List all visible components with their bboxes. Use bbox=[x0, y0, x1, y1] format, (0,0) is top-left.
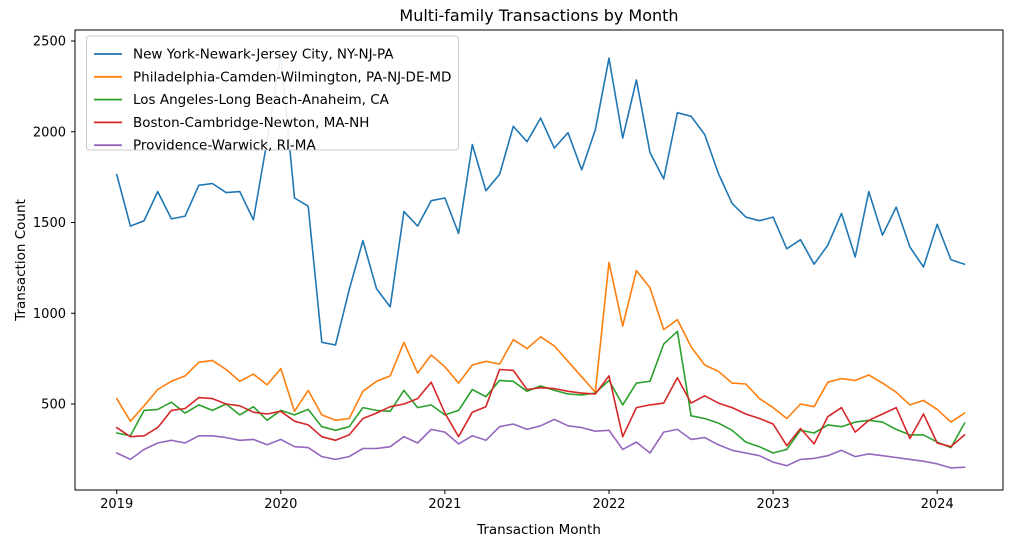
series-lines bbox=[115, 52, 966, 469]
x-axis-label: Transaction Month bbox=[476, 522, 601, 538]
x-tick-label: 2022 bbox=[592, 497, 625, 512]
legend-entry-label: Los Angeles-Long Beach-Anaheim, CA bbox=[133, 92, 390, 108]
series-line-0 bbox=[115, 52, 966, 346]
legend-entry-label: Philadelphia-Camden-Wilmington, PA-NJ-DE… bbox=[133, 69, 451, 85]
legend-entry: Providence-Warwick, RI-MA bbox=[94, 138, 316, 154]
series-line-3 bbox=[115, 368, 966, 448]
legend-entry-label: Boston-Cambridge-Newton, MA-NH bbox=[133, 115, 369, 131]
y-tick-label: 2000 bbox=[33, 125, 66, 140]
legend-entry-label: New York-Newark-Jersey City, NY-NJ-PA bbox=[133, 47, 394, 63]
x-tick-label: 2021 bbox=[428, 497, 461, 512]
y-tick-label: 1500 bbox=[33, 216, 66, 231]
legend-entry-label: Providence-Warwick, RI-MA bbox=[133, 138, 316, 154]
legend-entry: Los Angeles-Long Beach-Anaheim, CA bbox=[94, 92, 390, 108]
legend: New York-Newark-Jersey City, NY-NJ-PA Phi… bbox=[86, 35, 459, 154]
y-tick-label: 1000 bbox=[33, 307, 66, 322]
series-line-2 bbox=[115, 330, 966, 454]
y-tick-label: 500 bbox=[41, 398, 66, 413]
x-tick-label: 2020 bbox=[264, 497, 297, 512]
series-line-4 bbox=[115, 418, 966, 469]
legend-entry: Philadelphia-Camden-Wilmington, PA-NJ-DE… bbox=[94, 69, 451, 85]
y-axis-label: Transaction Count bbox=[13, 199, 29, 322]
x-tick-label: 2024 bbox=[921, 497, 954, 512]
x-tick-label: 2019 bbox=[100, 497, 133, 512]
series-line-1 bbox=[115, 261, 966, 423]
legend-box bbox=[86, 35, 459, 151]
chart-title: Multi-family Transactions by Month bbox=[399, 6, 678, 25]
axis-ticks: 2019 2020 2021 2022 2023 2024 500 1000 1500 2000 2… bbox=[33, 35, 954, 513]
x-tick-label: 2023 bbox=[757, 497, 790, 512]
legend-entry: New York-Newark-Jersey City, NY-NJ-PA bbox=[94, 47, 394, 63]
legend-entry: Boston-Cambridge-Newton, MA-NH bbox=[94, 115, 369, 131]
y-tick-label: 2500 bbox=[33, 35, 66, 50]
